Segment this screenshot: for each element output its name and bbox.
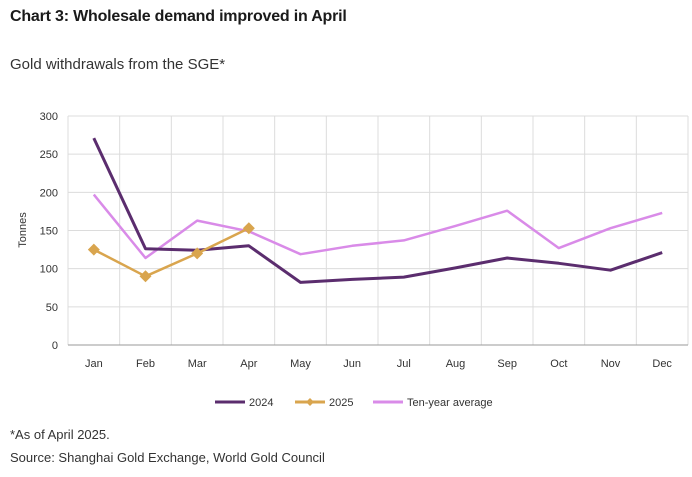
data-point-2025 <box>242 222 255 235</box>
data-point-2025 <box>139 270 152 283</box>
x-tick-label: Dec <box>652 358 672 370</box>
series-line-2024 <box>92 137 663 284</box>
axes: 0 50 100 150 200 250 300 Jan Feb Mar Apr May Jun Jul A… <box>40 111 688 370</box>
data-point-2025 <box>87 243 100 256</box>
grid-lines <box>67 115 689 345</box>
y-tick-label: 0 <box>52 340 58 352</box>
series-lines <box>87 137 663 284</box>
chart-title: Chart 3: Wholesale demand improved in Ap… <box>10 8 347 25</box>
line-chart: 0 50 100 150 200 250 300 Jan Feb Mar Apr May Jun Jul A… <box>17 111 689 409</box>
x-tick-label: Mar <box>188 358 207 370</box>
x-tick-label: Feb <box>136 358 155 370</box>
x-tick-label: Aug <box>446 358 466 370</box>
x-tick-label: Apr <box>240 358 257 370</box>
y-axis-title: Tonnes <box>17 212 29 248</box>
legend: 2024 2025 Ten-year average <box>215 397 493 409</box>
x-tick-label: Jul <box>397 358 411 370</box>
legend-marker-2025 <box>306 398 314 406</box>
y-tick-label: 100 <box>40 264 58 276</box>
x-tick-label: Nov <box>601 358 621 370</box>
series-line-2025 <box>93 227 250 278</box>
source-note: Source: Shanghai Gold Exchange, World Go… <box>10 450 325 465</box>
legend-label-2025: 2025 <box>329 397 353 409</box>
x-tick-label: Jun <box>343 358 361 370</box>
legend-label-2024: 2024 <box>249 397 273 409</box>
y-tick-label: 50 <box>46 302 58 314</box>
y-tick-label: 300 <box>40 111 58 123</box>
legend-label-ten-year-average: Ten-year average <box>407 397 493 409</box>
chart-subtitle: Gold withdrawals from the SGE* <box>10 56 226 73</box>
y-tick-label: 200 <box>40 187 58 199</box>
y-tick-label: 150 <box>40 226 58 238</box>
series-line-ten-year-average <box>92 193 663 260</box>
y-tick-label: 250 <box>40 149 58 161</box>
x-tick-label: May <box>290 358 311 370</box>
data-point-2025 <box>191 247 204 260</box>
footnote: *As of April 2025. <box>10 427 110 442</box>
x-tick-label: Oct <box>550 358 567 370</box>
x-tick-label: Sep <box>497 358 517 370</box>
x-tick-label: Jan <box>85 358 103 370</box>
